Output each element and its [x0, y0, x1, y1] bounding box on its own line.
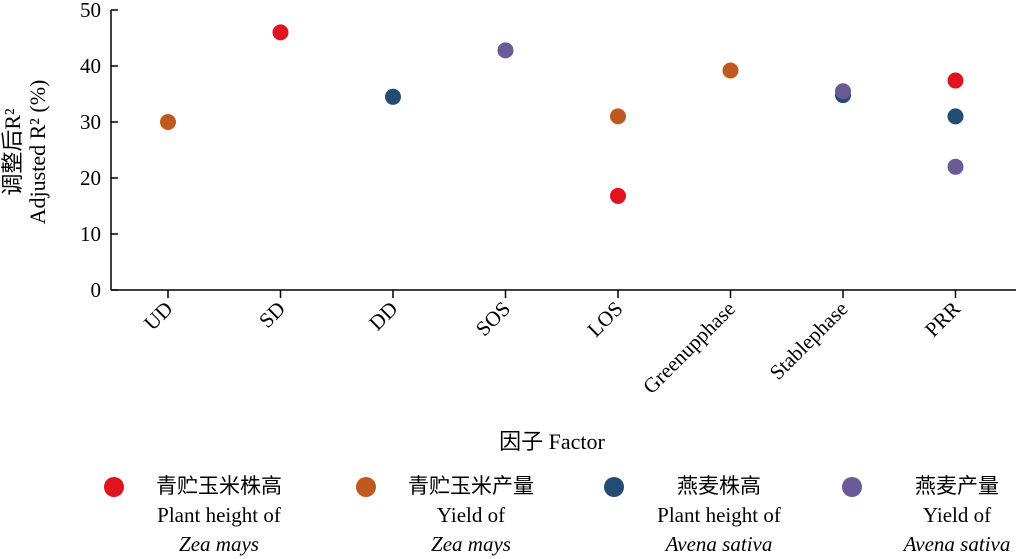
x-tick-label: PRR — [920, 297, 965, 342]
legend-label-en: Plant height of — [157, 503, 281, 527]
legend-item-zea-height: 青贮玉米株高 Plant height of Zea mays — [100, 472, 330, 558]
legend-label-cn: 燕麦株高 — [677, 474, 761, 498]
legend-label: 青贮玉米株高 Plant height of Zea mays — [134, 472, 304, 559]
legend-label-en: Yield of — [436, 503, 506, 527]
legend-item-avena-yield: 燕麦产量 Yield of Avena sativa — [838, 472, 1023, 558]
legend-marker — [104, 477, 124, 497]
legend-label-species: Zea mays — [431, 532, 511, 556]
data-point — [835, 83, 851, 100]
legend-item-avena-height: 燕麦株高 Plant height of Avena sativa — [600, 472, 830, 558]
legend-label-species: Zea mays — [179, 532, 259, 556]
y-tick-label: 10 — [80, 222, 101, 246]
legend-label-en: Plant height of — [657, 503, 781, 527]
data-point — [160, 114, 176, 130]
data-point — [947, 72, 964, 89]
data-point — [947, 158, 964, 175]
legend-label: 燕麦株高 Plant height of Avena sativa — [634, 472, 804, 559]
legend-label-species: Avena sativa — [665, 532, 773, 556]
y-axis-title-en: Adjusted R² (%) — [25, 80, 50, 225]
y-tick-label: 20 — [80, 166, 101, 190]
data-point — [385, 88, 401, 105]
y-axis-title-cn: 调整后R² — [0, 108, 25, 196]
legend-label-cn: 青贮玉米产量 — [408, 474, 534, 498]
x-tick-label: SD — [254, 297, 290, 333]
y-tick-label: 50 — [80, 0, 101, 22]
data-point — [722, 62, 739, 79]
y-tick-label: 30 — [80, 110, 101, 134]
data-point — [947, 108, 964, 125]
legend-marker — [842, 477, 862, 497]
scatter-chart: 0 10 20 30 40 50 UD SD DD SOS LOS Greenupphase Stabl… — [0, 0, 1016, 454]
y-tick-label: 0 — [91, 278, 102, 302]
legend-item-zea-yield: 青贮玉米产量 Yield of Zea mays — [352, 472, 582, 558]
data-point — [610, 108, 626, 125]
legend: 青贮玉米株高 Plant height of Zea mays 青贮玉米产量 Y… — [0, 472, 1023, 558]
legend-label-cn: 青贮玉米株高 — [156, 474, 282, 498]
legend-label-cn: 燕麦产量 — [915, 474, 999, 498]
x-tick-label: Stablephase — [765, 297, 853, 385]
x-tick-label: SOS — [471, 297, 515, 341]
x-axis-title: 因子 Factor — [499, 429, 605, 454]
legend-label-species: Avena sativa — [903, 532, 1011, 556]
chart-svg: 0 10 20 30 40 50 UD SD DD SOS LOS Greenupphase Stabl… — [0, 0, 1016, 454]
x-tick-label: UD — [139, 297, 177, 335]
x-tick-label: LOS — [583, 297, 628, 342]
legend-label: 燕麦产量 Yield of Avena sativa — [872, 472, 1023, 559]
data-point — [272, 24, 289, 41]
data-point — [610, 187, 626, 204]
x-tick-label: DD — [364, 297, 402, 335]
legend-marker — [604, 477, 624, 497]
y-tick-label: 40 — [80, 54, 101, 78]
legend-label: 青贮玉米产量 Yield of Zea mays — [386, 472, 556, 559]
x-tick-label: Greenupphase — [638, 297, 740, 399]
data-point — [497, 42, 514, 59]
legend-label-en: Yield of — [922, 503, 992, 527]
legend-marker — [356, 477, 376, 497]
